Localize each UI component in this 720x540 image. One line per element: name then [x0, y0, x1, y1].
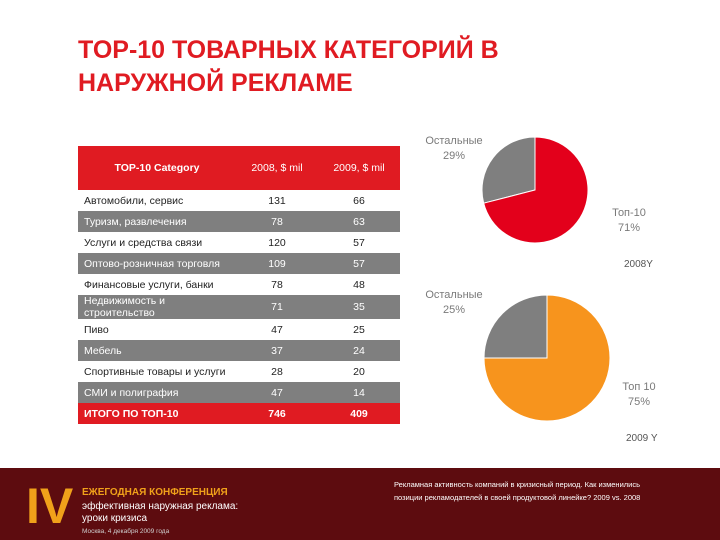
pie2-others-label: Остальные 25% [424, 288, 484, 318]
value-2009-cell: 20 [353, 365, 365, 378]
value-2009-cell: 57 [318, 253, 400, 274]
pie1-others-name: Остальные [425, 135, 483, 147]
pie2-year-label: 2009 Y [626, 433, 658, 444]
pie2-others-percent: 25% [442, 304, 466, 316]
category-cell: Финансовые услуги, банки [84, 278, 214, 291]
category-cell: Туризм, развлечения [78, 211, 236, 232]
pie-chart-2008 [481, 136, 589, 244]
value-2008-cell: 131 [268, 194, 286, 207]
table-row: Автомобили, сервис 131 66 [78, 190, 400, 211]
value-2008-cell: 120 [268, 236, 286, 249]
pie2-top-name: Топ 10 [622, 381, 656, 393]
value-2008-cell: 47 [236, 382, 318, 403]
category-cell: Мебель [78, 340, 236, 361]
total-2008-cell: 746 [236, 403, 318, 424]
value-2008-cell: 28 [271, 365, 283, 378]
pie1-others-percent: 29% [442, 150, 466, 162]
pie-chart-2009 [483, 294, 611, 422]
value-2009-cell: 48 [353, 278, 365, 291]
value-2009-cell: 25 [353, 323, 365, 336]
header-category: TOP-10 Category [78, 146, 236, 190]
table-row: Финансовые услуги, банки 78 48 [78, 274, 400, 295]
table-row: Туризм, развлечения 78 63 [78, 211, 400, 232]
pie2-top-label: Топ 10 75% [614, 380, 664, 410]
category-cell: Автомобили, сервис [84, 194, 184, 207]
value-2008-cell: 47 [271, 323, 283, 336]
page-title-line-2: НАРУЖНОЙ РЕКЛАМЕ [78, 69, 353, 97]
pie1-top-label: Топ-10 71% [604, 206, 654, 236]
pie2-others-name: Остальные [425, 289, 483, 301]
table-row: Оптово-розничная торговля 109 57 [78, 253, 400, 274]
pie1-others-label: Остальные 29% [424, 134, 484, 164]
pie2-top-percent: 75% [627, 396, 651, 408]
conference-date: Москва, 4 декабря 2009 года [82, 528, 170, 535]
pie1-slice-others [481, 136, 536, 204]
value-2008-cell: 109 [236, 253, 318, 274]
value-2008-cell: 78 [236, 211, 318, 232]
value-2008-cell: 71 [236, 295, 318, 319]
page-title-line-1: TOP-10 ТОВАРНЫХ КАТЕГОРИЙ В [78, 36, 499, 64]
header-2009: 2009, $ mil [318, 146, 400, 190]
table-row: Услуги и средства связи 120 57 [78, 232, 400, 253]
footer-banner [0, 468, 720, 540]
value-2009-cell: 66 [353, 194, 365, 207]
value-2009-cell: 57 [353, 236, 365, 249]
pie1-year-label: 2008Y [624, 259, 653, 270]
pie1-slice-top10 [483, 136, 589, 244]
value-2008-cell: 37 [236, 340, 318, 361]
pie2-slice-others [483, 294, 548, 359]
pie1-top-name: Топ-10 [612, 207, 646, 219]
footer-note: Рекламная активность компаний в кризисны… [394, 478, 699, 504]
category-cell: Услуги и средства связи [84, 236, 203, 249]
category-cell: Пиво [84, 323, 109, 336]
table-total-row: ИТОГО ПО ТОП-10 746 409 [78, 403, 400, 424]
value-2009-cell: 14 [318, 382, 400, 403]
table-row: Недвижимость и строительство 71 35 [78, 295, 400, 319]
table-row: Пиво 47 25 [78, 319, 400, 340]
value-2008-cell: 78 [271, 278, 283, 291]
category-cell: Спортивные товары и услуги [84, 365, 226, 378]
footer-note-line-1: Рекламная активность компаний в кризисны… [394, 480, 640, 489]
pie2-slice-top10 [483, 294, 611, 422]
category-table: TOP-10 Category 2008, $ mil 2009, $ mil … [78, 146, 400, 424]
value-2009-cell: 63 [318, 211, 400, 232]
value-2009-cell: 24 [318, 340, 400, 361]
category-cell: Недвижимость и строительство [78, 295, 236, 319]
category-cell: Оптово-розничная торговля [78, 253, 236, 274]
conference-subtitle-line-1: эффективная наружная реклама: [82, 501, 239, 512]
pie1-top-percent: 71% [617, 222, 641, 234]
table-row: СМИ и полиграфия 47 14 [78, 382, 400, 403]
table-header-row: TOP-10 Category 2008, $ mil 2009, $ mil [78, 146, 400, 190]
page-title: TOP-10 ТОВАРНЫХ КАТЕГОРИЙ В НАРУЖНОЙ РЕК… [78, 34, 638, 100]
category-cell: СМИ и полиграфия [78, 382, 236, 403]
footer-note-line-2: позиции рекламодателей в своей продуктов… [394, 493, 641, 502]
total-label-cell: ИТОГО ПО ТОП-10 [78, 403, 236, 424]
conference-subtitle-line-2: уроки кризиса [82, 513, 148, 524]
total-2009-cell: 409 [318, 403, 400, 424]
table-row: Мебель 37 24 [78, 340, 400, 361]
conference-number: IV [26, 478, 74, 534]
header-2008: 2008, $ mil [236, 146, 318, 190]
conference-title: ЕЖЕГОДНАЯ КОНФЕРЕНЦИЯ [82, 487, 228, 498]
table-row: Спортивные товары и услуги 28 20 [78, 361, 400, 382]
value-2009-cell: 35 [318, 295, 400, 319]
